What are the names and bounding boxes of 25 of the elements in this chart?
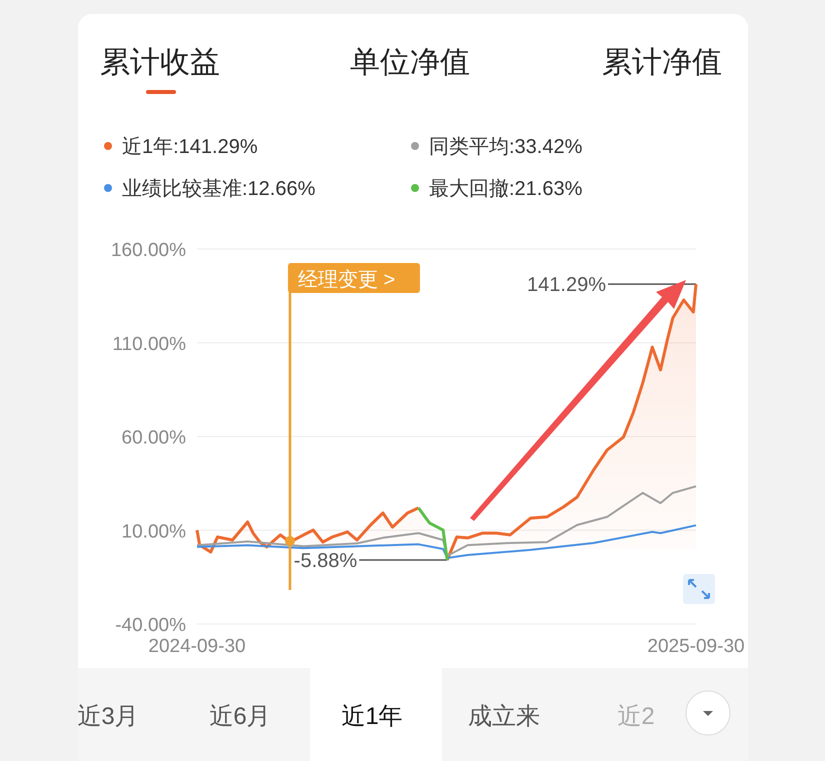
line-series	[417, 506, 449, 562]
text: 成立来	[468, 703, 540, 730]
legend-label: 业绩比较基准:12.66%	[122, 178, 316, 200]
y-tick-label: 10.00%	[122, 521, 186, 542]
annotation: 141.29%	[527, 274, 606, 296]
legend-label: 最大回撤:21.63%	[429, 178, 583, 200]
y-tick-label: 160.00%	[110, 240, 186, 261]
chart-title: 累计收益	[100, 46, 220, 79]
annotation: -5.88%	[294, 550, 448, 572]
text: 近3月	[77, 703, 139, 730]
annotation: -5.88%	[294, 550, 358, 572]
x-tick-label: 2025-09-30	[647, 636, 745, 657]
y-tick-label: 60.00%	[122, 428, 186, 448]
text: 近2	[617, 703, 655, 730]
x-tick-label: 2024-09-30	[148, 636, 246, 657]
text: 近6月	[209, 703, 271, 730]
text: 累计净值	[602, 46, 722, 79]
y-tick-label: -40.00%	[115, 615, 186, 636]
legend-label: 近1年:141.29%	[122, 136, 258, 158]
annotation: 141.29%	[527, 274, 696, 296]
ref-line-label: 经理变更 >	[298, 269, 396, 291]
y-tick-label: 110.00%	[112, 334, 186, 355]
legend-label: 同类平均:33.42%	[429, 136, 583, 158]
text: 单位净值	[350, 46, 470, 79]
text: 近1年	[341, 703, 403, 730]
